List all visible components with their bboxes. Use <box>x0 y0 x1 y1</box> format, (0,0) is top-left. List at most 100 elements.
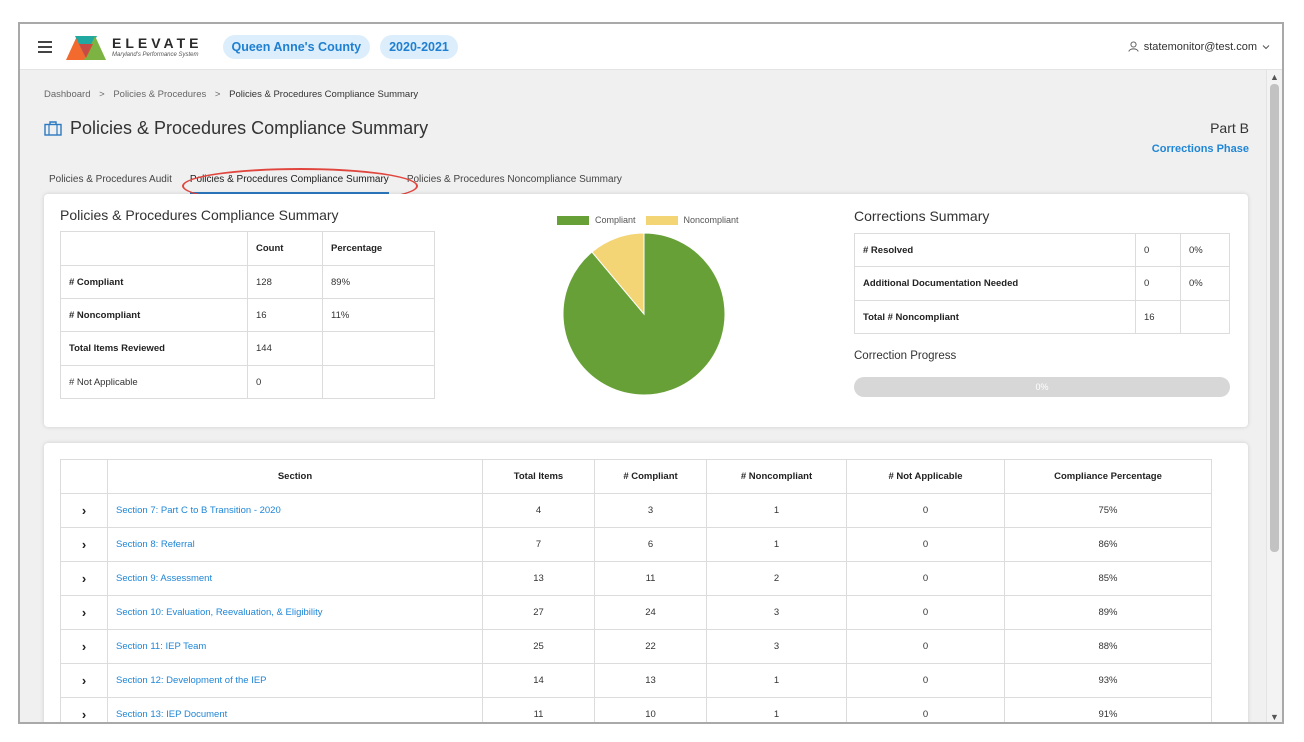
chevron-right-icon[interactable]: › <box>81 605 87 620</box>
breadcrumb-separator: > <box>214 89 221 100</box>
elevate-logo[interactable]: ELEVATE Maryland's Performance System <box>66 34 203 60</box>
expand-cell[interactable]: › <box>60 561 108 596</box>
table-row[interactable]: › Section 8: Referral 7 6 1 0 86% <box>60 527 1212 562</box>
compliance-summary-table: Count Percentage # Compliant 128 89% # N… <box>60 231 435 399</box>
row-label: Total Items Reviewed <box>60 331 248 366</box>
expand-cell[interactable]: › <box>60 595 108 630</box>
table-row[interactable]: › Section 7: Part C to B Transition - 202… <box>60 493 1212 528</box>
logo-subtitle: Maryland's Performance System <box>112 51 199 58</box>
row-label: Additional Documentation Needed <box>854 266 1136 301</box>
section-link[interactable]: Section 9: Assessment <box>116 573 213 584</box>
hamburger-menu-icon[interactable] <box>38 40 52 53</box>
user-email: statemonitor@test.com <box>1143 40 1257 53</box>
table-row[interactable]: › Section 10: Evaluation, Reevaluation, &… <box>60 595 1212 630</box>
chevron-right-icon[interactable]: › <box>81 673 87 688</box>
table-row: # Resolved 0 0% <box>854 233 1230 267</box>
cell-pct: 91% <box>1004 697 1212 722</box>
cell-compliant: 10 <box>594 697 707 722</box>
chevron-right-icon[interactable]: › <box>81 537 87 552</box>
top-bar: ELEVATE Maryland's Performance System Qu… <box>20 24 1282 70</box>
section-cell: Section 9: Assessment <box>107 561 483 596</box>
cell-compliant: 22 <box>594 629 707 664</box>
row-label: # Compliant <box>60 265 248 299</box>
table-row: # Not Applicable 0 <box>60 365 435 399</box>
column-header: # Compliant <box>594 459 707 494</box>
breadcrumb-current: Policies & Procedures Compliance Summary <box>229 89 419 100</box>
table-row: # Noncompliant 16 11% <box>60 298 435 332</box>
breadcrumb-separator: > <box>99 89 105 100</box>
section-link[interactable]: Section 8: Referral <box>116 539 195 550</box>
table-row: # Compliant 128 89% <box>60 265 435 299</box>
table-row[interactable]: › Section 9: Assessment 13 11 2 0 85% <box>60 561 1212 596</box>
cell-pct: 88% <box>1004 629 1212 664</box>
scroll-up-arrow-icon[interactable]: ▲ <box>1270 72 1279 82</box>
county-pill[interactable]: Queen Anne's County <box>222 34 371 59</box>
expand-cell[interactable]: › <box>60 697 108 722</box>
expand-cell[interactable]: › <box>60 527 108 562</box>
row-count: 16 <box>1135 300 1181 334</box>
briefcase-icon <box>44 121 62 136</box>
expand-cell[interactable]: › <box>60 629 108 664</box>
tab-noncompliance-summary[interactable]: Policies & Procedures Noncompliance Summ… <box>406 174 622 185</box>
table-header-row: Section Total Items # Compliant # Noncom… <box>60 459 1212 494</box>
sections-table: Section Total Items # Compliant # Noncom… <box>60 459 1212 722</box>
section-link[interactable]: Section 10: Evaluation, Reevaluation, & … <box>116 607 323 618</box>
row-count: 16 <box>247 298 323 332</box>
scrollbar-thumb[interactable] <box>1270 84 1279 552</box>
cell-noncompliant: 3 <box>706 595 847 630</box>
compliance-pie-chart <box>562 232 726 396</box>
chevron-right-icon[interactable]: › <box>81 707 87 722</box>
cell-total: 7 <box>482 527 595 562</box>
cell-compliant: 6 <box>594 527 707 562</box>
row-percentage: 11% <box>322 298 435 332</box>
chevron-right-icon[interactable]: › <box>81 503 87 518</box>
section-cell: Section 12: Development of the IEP <box>107 663 483 698</box>
column-header <box>60 459 108 494</box>
cell-pct: 93% <box>1004 663 1212 698</box>
chevron-right-icon[interactable]: › <box>81 639 87 654</box>
pie-slice-noncompliant[interactable] <box>591 232 645 316</box>
table-row[interactable]: › Section 12: Development of the IEP 14 13 1… <box>60 663 1212 698</box>
cell-na: 0 <box>846 561 1005 596</box>
vertical-scrollbar[interactable]: ▲ ▼ <box>1266 70 1282 722</box>
row-count: 0 <box>247 365 323 399</box>
row-label: Total # Noncompliant <box>854 300 1136 334</box>
section-link[interactable]: Section 13: IEP Document <box>116 709 228 720</box>
cell-na: 0 <box>846 595 1005 630</box>
tab-audit[interactable]: Policies & Procedures Audit <box>49 174 172 185</box>
column-header: Compliance Percentage <box>1004 459 1212 494</box>
year-pill[interactable]: 2020-2021 <box>380 34 458 59</box>
row-percentage <box>322 365 435 399</box>
table-row[interactable]: › Section 11: IEP Team 25 22 3 0 88% <box>60 629 1212 664</box>
cell-noncompliant: 1 <box>706 697 847 722</box>
table-header-row: Count Percentage <box>60 231 435 266</box>
column-header: Total Items <box>482 459 595 494</box>
scroll-down-arrow-icon[interactable]: ▼ <box>1270 712 1279 722</box>
expand-cell[interactable]: › <box>60 493 108 528</box>
section-link[interactable]: Section 11: IEP Team <box>116 641 207 652</box>
page-title: Policies & Procedures Compliance Summary <box>70 118 429 138</box>
cell-noncompliant: 1 <box>706 527 847 562</box>
chevron-right-icon[interactable]: › <box>81 571 87 586</box>
column-header: # Noncompliant <box>706 459 847 494</box>
cell-compliant: 13 <box>594 663 707 698</box>
cell-noncompliant: 1 <box>706 663 847 698</box>
section-link[interactable]: Section 7: Part C to B Transition - 2020 <box>116 505 281 516</box>
cell-total: 4 <box>482 493 595 528</box>
tab-compliance-summary[interactable]: Policies & Procedures Compliance Summary <box>189 174 389 194</box>
user-menu[interactable]: statemonitor@test.com <box>1128 41 1270 53</box>
correction-progress-bar: 0% <box>854 377 1230 397</box>
column-header: Count <box>247 231 323 266</box>
section-link[interactable]: Section 12: Development of the IEP <box>116 675 267 686</box>
breadcrumb: Dashboard > Policies & Procedures > Poli… <box>44 89 418 100</box>
table-row[interactable]: › Section 13: IEP Document 11 10 1 0 91% <box>60 697 1212 722</box>
breadcrumb-policies[interactable]: Policies & Procedures <box>113 89 207 100</box>
cell-total: 13 <box>482 561 595 596</box>
cell-compliant: 11 <box>594 561 707 596</box>
cell-total: 11 <box>482 697 595 722</box>
corrections-summary-title: Corrections Summary <box>854 208 990 224</box>
breadcrumb-dashboard[interactable]: Dashboard <box>44 89 91 100</box>
cell-pct: 86% <box>1004 527 1212 562</box>
cell-noncompliant: 2 <box>706 561 847 596</box>
expand-cell[interactable]: › <box>60 663 108 698</box>
